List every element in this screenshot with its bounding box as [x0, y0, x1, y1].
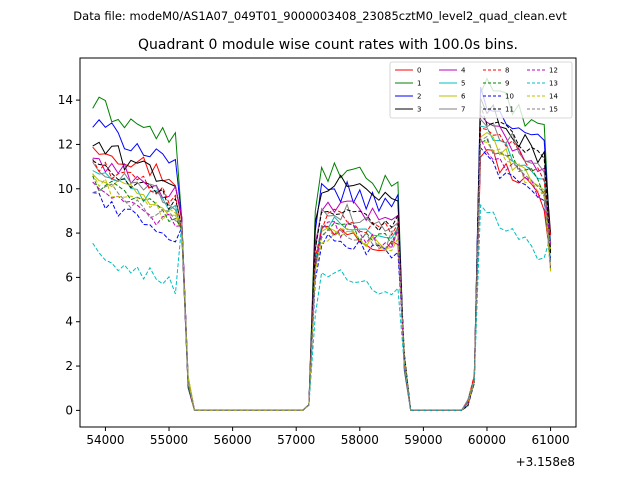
- series-line-9: [92, 138, 552, 411]
- x-tick-label: 60000: [468, 433, 506, 447]
- legend-label-12: 12: [549, 67, 558, 75]
- x-tick-label: 55000: [150, 433, 188, 447]
- plot-area: 54000 55000 56000 57000 58000 59000 60000 61000…: [58, 57, 577, 447]
- legend-label-6: 6: [461, 93, 466, 101]
- y-tick-label: 2: [65, 359, 73, 373]
- y-tick-label: 14: [58, 93, 73, 107]
- chart-title: Quadrant 0 module wise count rates with …: [138, 37, 518, 53]
- series-line-13: [92, 203, 552, 411]
- series-line-1: [92, 77, 552, 411]
- legend-label-1: 1: [417, 80, 421, 88]
- axes-frame: [79, 57, 577, 428]
- y-tick-label: 12: [58, 137, 73, 151]
- x-tick-label: 58000: [341, 433, 379, 447]
- series-line-7: [92, 118, 552, 411]
- legend-label-15: 15: [549, 106, 558, 114]
- legend-label-5: 5: [461, 80, 465, 88]
- legend-label-2: 2: [417, 93, 421, 101]
- y-tick-label: 0: [65, 403, 73, 417]
- series-group: [92, 77, 552, 411]
- y-tick-label: 8: [65, 226, 73, 240]
- x-tick-label: 61000: [531, 433, 569, 447]
- series-line-10: [92, 146, 552, 411]
- x-tick-label: 59000: [404, 433, 442, 447]
- data-file-label: Data file: modeM0/AS1A07_049T01_90000034…: [73, 9, 567, 23]
- x-offset-label: +3.158e8: [516, 455, 575, 469]
- legend-label-8: 8: [505, 67, 509, 75]
- y-tick-label: 10: [58, 182, 73, 196]
- series-line-3: [92, 98, 552, 411]
- legend-box: [389, 61, 573, 119]
- x-tick-label: 56000: [214, 433, 252, 447]
- series-line-2: [92, 86, 552, 411]
- legend-label-13: 13: [549, 80, 558, 88]
- legend-label-0: 0: [417, 67, 421, 75]
- y-tick-label: 4: [65, 315, 73, 329]
- legend-label-3: 3: [417, 106, 421, 114]
- series-line-15: [92, 135, 552, 411]
- legend-label-11: 11: [505, 106, 514, 114]
- legend-label-10: 10: [505, 93, 514, 101]
- legend-label-4: 4: [461, 67, 466, 75]
- y-tick-label: 6: [65, 270, 73, 284]
- legend-label-7: 7: [461, 106, 465, 114]
- legend-label-9: 9: [505, 80, 509, 88]
- legend-label-14: 14: [549, 93, 558, 101]
- x-tick-label: 54000: [86, 433, 124, 447]
- series-line-6: [92, 131, 552, 411]
- series-line-4: [92, 113, 552, 411]
- series-line-11: [92, 105, 552, 411]
- x-tick-label: 57000: [277, 433, 315, 447]
